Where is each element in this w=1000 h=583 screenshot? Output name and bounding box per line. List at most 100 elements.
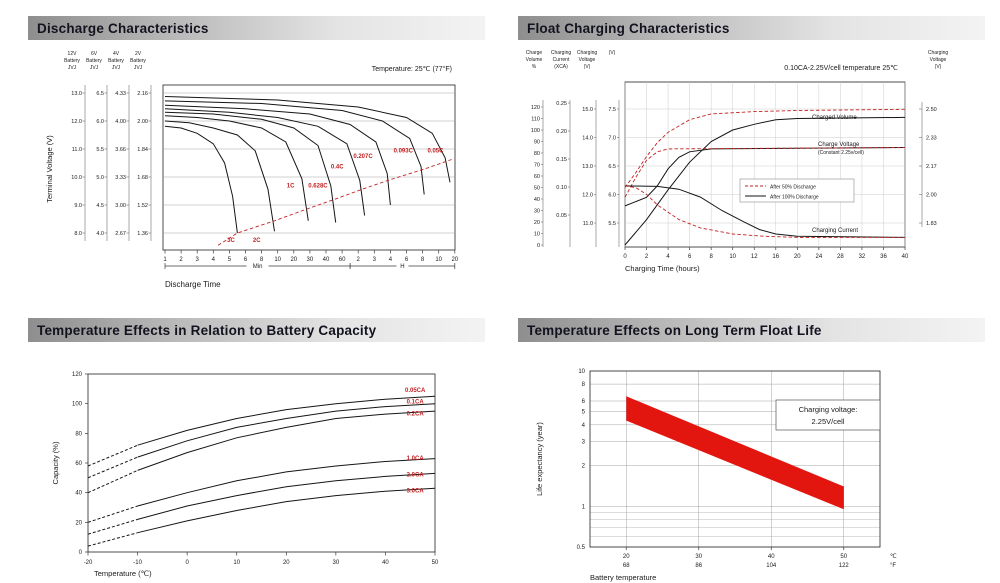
y-tick-label: 20 bbox=[75, 520, 82, 526]
legend-label: After 50% Discharge bbox=[770, 185, 816, 191]
x-tick-label: 20 bbox=[283, 560, 290, 566]
series-dashed-0.2CA bbox=[87, 469, 138, 494]
y-tick-label: 60 bbox=[534, 174, 540, 180]
plot-area bbox=[589, 370, 881, 548]
panel-temperature-capacity: Temperature Effects in Relation to Batte… bbox=[28, 318, 485, 582]
y-tick-label: 6.5 bbox=[96, 91, 104, 97]
axis-unit: (V) bbox=[584, 64, 591, 70]
axis-header: Charging bbox=[551, 50, 572, 56]
x-tick-label: 2 bbox=[357, 257, 361, 263]
series-0.4C bbox=[164, 108, 366, 216]
x-tick-label: 1 bbox=[163, 257, 167, 263]
x-tick-label-fahrenheit: 86 bbox=[695, 563, 702, 569]
discharge-characteristics-chart: 12VBatteryJVJ13.012.011.010.09.08.06VBat… bbox=[45, 51, 459, 289]
section-title-bar: Float Charging Characteristics bbox=[518, 16, 985, 40]
y-tick-label: 0 bbox=[79, 550, 83, 556]
y-tick-label: 5.0 bbox=[96, 175, 104, 181]
y-tick-label: 60 bbox=[75, 461, 82, 467]
y-tick-label: 3 bbox=[582, 440, 586, 446]
x-tick-label: 20 bbox=[290, 257, 297, 263]
series-label: 0.05CA bbox=[405, 388, 426, 394]
y-tick-label: 3.66 bbox=[115, 147, 126, 153]
y-tick-label: 110 bbox=[531, 117, 540, 123]
y-axis-header: JVJ bbox=[90, 65, 99, 71]
y-tick-label: 3.33 bbox=[115, 175, 126, 181]
series-2.0CA bbox=[137, 472, 436, 520]
annotation: 2.25V/cell bbox=[812, 417, 845, 426]
axis-header: Charging bbox=[577, 50, 598, 56]
series-label: 0.4C bbox=[331, 164, 344, 170]
x-tick-label: 4 bbox=[666, 254, 670, 260]
y-axis-title: Capacity (%) bbox=[51, 441, 60, 484]
section-title-bar: Temperature Effects in Relation to Batte… bbox=[28, 318, 485, 342]
x-tick-label: 2 bbox=[179, 257, 183, 263]
series-label: 0.1CA bbox=[407, 400, 425, 406]
y-tick-label: 4.00 bbox=[115, 119, 126, 125]
x-tick-label: 8 bbox=[421, 257, 425, 263]
y-tick-label: 90 bbox=[534, 140, 540, 146]
x-tick-label-fahrenheit: 122 bbox=[839, 563, 850, 569]
series-label: 1.0CA bbox=[407, 456, 425, 462]
series-dashed bbox=[624, 185, 905, 238]
x-tick-label-celsius: 20 bbox=[623, 554, 630, 560]
y-tick-label: 6.5 bbox=[608, 164, 616, 170]
temperature-capacity-chart: 0 20 40 60 80 100 120 -20 -10 0 10 20 30 40 50 Capacity… bbox=[51, 372, 439, 578]
chart-note: Temperature: 25℃ (77°F) bbox=[372, 65, 452, 73]
x-tick-label: 6 bbox=[688, 254, 692, 260]
y-tick-label: 0.5 bbox=[577, 545, 586, 551]
y-tick-label: 30 bbox=[534, 209, 540, 215]
annotation: Charging voltage: bbox=[799, 405, 858, 414]
x-tick-label: 20 bbox=[451, 257, 458, 263]
y-tick-label: 6 bbox=[582, 399, 586, 405]
y-axis-header: Battery bbox=[108, 58, 124, 64]
y-tick-label: 100 bbox=[72, 402, 83, 408]
y-tick-label: 2.17 bbox=[926, 164, 937, 170]
x-tick-label: 8 bbox=[709, 254, 713, 260]
series-dashed-3.0CA bbox=[87, 532, 138, 547]
x-axis-title: Discharge Time bbox=[165, 280, 221, 289]
float-life-chart: 1086543210.5206830864010450122℃°FChargin… bbox=[535, 369, 897, 582]
y-tick-label: 0.25 bbox=[556, 101, 567, 107]
y-axis-header: Battery bbox=[130, 58, 146, 64]
y-tick-label: 5 bbox=[582, 410, 586, 416]
section-title: Temperature Effects on Long Term Float L… bbox=[527, 322, 822, 338]
x-tick-label: 40 bbox=[902, 254, 909, 260]
y-tick-label: 20 bbox=[534, 220, 540, 226]
x-tick-label: 10 bbox=[274, 257, 281, 263]
legend-box bbox=[739, 178, 855, 203]
y-tick-label: 0.20 bbox=[556, 129, 567, 135]
axis-unit: (XCA) bbox=[554, 64, 568, 70]
series-label: 0.05C bbox=[427, 149, 444, 155]
y-tick-label: 2.16 bbox=[137, 91, 148, 97]
y-axis-header: 12V bbox=[68, 51, 78, 57]
y-tick-label: 11.0 bbox=[72, 147, 82, 153]
series-0.1CA bbox=[137, 403, 436, 458]
series-dashed-0.1CA bbox=[87, 456, 138, 479]
y-axis-header: Battery bbox=[86, 58, 102, 64]
annotation: Charge Voltage bbox=[818, 142, 860, 148]
series-solid bbox=[624, 116, 906, 246]
y-tick-label: 8.0 bbox=[74, 231, 82, 237]
panel-float-charging: Float Charging Characteristics Charge Vol… bbox=[518, 16, 985, 282]
y-tick-label: 0.05 bbox=[556, 213, 567, 219]
y-tick-label: 100 bbox=[531, 128, 540, 134]
series-label: 2.0CA bbox=[407, 472, 425, 478]
axis-header: Voltage bbox=[930, 57, 947, 63]
float-charging-chart: ChargeVolume%120110100908070605040302010… bbox=[526, 50, 949, 273]
y-tick-label: 80 bbox=[75, 431, 82, 437]
x-axis-title: Battery temperature bbox=[590, 573, 656, 582]
axis-header: Voltage bbox=[579, 57, 596, 63]
x-unit-fahrenheit: °F bbox=[890, 563, 896, 569]
axis-unit: (V) bbox=[609, 50, 616, 56]
series-3C bbox=[164, 125, 238, 234]
x-tick-label: 2 bbox=[645, 254, 649, 260]
x-tick-label-fahrenheit: 104 bbox=[766, 563, 777, 569]
y-tick-label: 11.0 bbox=[583, 221, 593, 227]
y-tick-label: 4 bbox=[582, 423, 586, 429]
x-tick-label: 28 bbox=[837, 254, 844, 260]
x-tick-label: 24 bbox=[816, 254, 823, 260]
y-tick-label: 120 bbox=[531, 105, 540, 111]
y-tick-label: 13.0 bbox=[71, 91, 82, 97]
y-tick-label: 6.0 bbox=[96, 119, 104, 125]
